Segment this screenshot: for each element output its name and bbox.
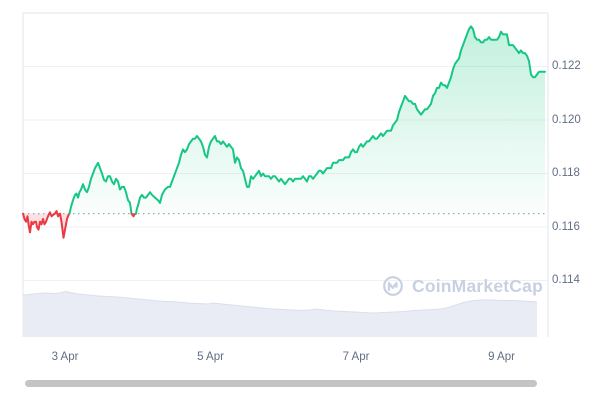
gridlines	[22, 12, 549, 337]
coinmarketcap-logo-icon	[383, 276, 403, 296]
y-axis-label: 0.114	[552, 274, 580, 286]
y-axis-label: 0.116	[552, 220, 580, 233]
y-axis-label: 0.118	[552, 167, 580, 179]
price-area-fills	[23, 26, 545, 238]
x-axis-label: 5 Apr	[197, 351, 224, 363]
y-axis-label: 0.120	[552, 113, 581, 126]
horizontal-scrollbar-thumb[interactable]	[25, 380, 537, 387]
x-axis-label: 3 Apr	[51, 351, 79, 363]
watermark-text: CoinMarketCap	[412, 275, 543, 296]
price-line	[22, 25, 546, 239]
volume-area	[22, 290, 538, 337]
x-axis-label: 9 Apr	[488, 351, 515, 363]
y-axis-label: 0.122	[552, 60, 581, 72]
coinmarketcap-watermark: CoinMarketCap	[382, 275, 543, 297]
x-axis-label: 7 Apr	[342, 351, 370, 363]
